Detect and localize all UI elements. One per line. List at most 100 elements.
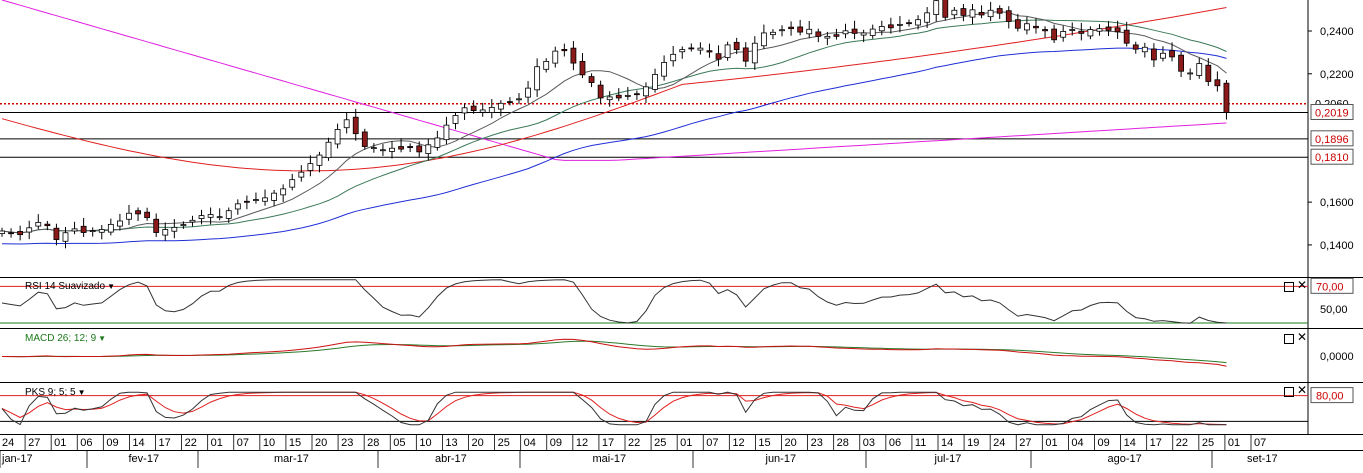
candle[interactable] (1105, 21, 1112, 37)
candle[interactable] (497, 100, 504, 117)
candle[interactable] (1096, 24, 1103, 36)
candle[interactable] (652, 68, 658, 93)
candle[interactable] (425, 139, 432, 161)
candle[interactable] (370, 143, 377, 153)
pks-close-icon[interactable]: ✕ (1297, 383, 1308, 397)
candle[interactable] (742, 42, 749, 67)
candle[interactable] (1014, 13, 1021, 32)
candle[interactable] (35, 214, 42, 230)
candle[interactable] (1087, 26, 1094, 40)
candle[interactable] (262, 189, 268, 206)
rsi-close-icon[interactable]: ✕ (1297, 278, 1308, 292)
candle[interactable] (534, 58, 541, 97)
candle[interactable] (488, 99, 495, 119)
candle[interactable] (44, 220, 51, 231)
candle[interactable] (597, 80, 604, 104)
candle[interactable] (1060, 25, 1067, 42)
candle[interactable] (1042, 26, 1048, 38)
candle[interactable] (253, 192, 259, 204)
candle[interactable] (189, 215, 196, 227)
candle[interactable] (389, 141, 395, 159)
candle[interactable] (933, 0, 940, 22)
candle[interactable] (733, 37, 740, 55)
candle[interactable] (507, 97, 513, 106)
candle[interactable] (969, 4, 976, 25)
candle[interactable] (443, 116, 450, 145)
candle[interactable] (561, 43, 568, 57)
candle[interactable] (117, 213, 123, 231)
candle[interactable] (661, 55, 668, 81)
candle[interactable] (434, 130, 441, 151)
candle[interactable] (924, 7, 931, 29)
candle[interactable] (951, 7, 958, 20)
candle[interactable] (996, 5, 1003, 20)
candle[interactable] (697, 42, 704, 55)
pks-dropdown-icon[interactable]: ▼ (77, 388, 86, 397)
candle[interactable] (860, 29, 867, 43)
candle[interactable] (1214, 71, 1221, 92)
candle[interactable] (71, 221, 78, 235)
candle[interactable] (1187, 68, 1194, 80)
candle[interactable] (452, 112, 459, 130)
candle[interactable] (162, 222, 169, 241)
candle[interactable] (615, 88, 622, 102)
candle[interactable] (1069, 22, 1076, 36)
candle[interactable] (53, 223, 60, 246)
candle[interactable] (207, 207, 214, 225)
candle[interactable] (679, 46, 686, 59)
candle[interactable] (479, 102, 486, 117)
candle[interactable] (17, 225, 24, 241)
candle[interactable] (1160, 46, 1166, 62)
candle[interactable] (271, 189, 278, 207)
candle[interactable] (80, 217, 87, 238)
macd-dropdown-icon[interactable]: ▼ (98, 334, 107, 343)
candle[interactable] (706, 43, 713, 58)
candle[interactable] (26, 220, 33, 240)
candle[interactable] (915, 15, 921, 30)
candle[interactable] (525, 81, 531, 103)
candle[interactable] (216, 208, 223, 221)
rsi-indicator-label[interactable]: RSI 14 Suavizado ▼ (25, 281, 115, 292)
candle[interactable] (89, 227, 96, 237)
candle[interactable] (833, 28, 840, 40)
candle[interactable] (1123, 21, 1130, 47)
candle[interactable] (570, 41, 577, 71)
candle[interactable] (234, 199, 241, 215)
candle[interactable] (688, 43, 695, 52)
candle[interactable] (243, 195, 250, 210)
macd-indicator-label[interactable]: MACD 26; 12; 9 ▼ (25, 333, 106, 344)
candle[interactable] (815, 28, 822, 43)
candle[interactable] (1078, 22, 1085, 41)
candle[interactable] (797, 19, 804, 36)
candle[interactable] (325, 137, 332, 161)
candle[interactable] (461, 103, 468, 120)
candle[interactable] (543, 58, 550, 73)
macd-close-icon[interactable]: ✕ (1297, 330, 1308, 344)
pks-indicator-label[interactable]: PKS 9; 5; 5 ▼ (25, 387, 86, 398)
candle[interactable] (670, 45, 677, 67)
candle[interactable] (1141, 42, 1148, 58)
candle[interactable] (180, 221, 187, 229)
candle[interactable] (806, 20, 813, 39)
candle[interactable] (715, 45, 722, 67)
candle[interactable] (171, 219, 178, 239)
candle[interactable] (198, 209, 205, 225)
candle[interactable] (906, 19, 912, 27)
candle[interactable] (1114, 20, 1121, 39)
candle[interactable] (1223, 79, 1230, 120)
candle[interactable] (298, 165, 305, 182)
candle[interactable] (1178, 51, 1184, 78)
candle[interactable] (316, 151, 323, 173)
candle[interactable] (1150, 43, 1157, 67)
candle[interactable] (1033, 17, 1039, 34)
macd-maximize-icon[interactable] (1284, 334, 1294, 344)
candle[interactable] (624, 87, 631, 100)
candle[interactable] (516, 93, 522, 105)
candle[interactable] (144, 207, 151, 221)
candle[interactable] (1169, 42, 1175, 62)
candle[interactable] (334, 123, 341, 149)
candle[interactable] (770, 29, 776, 40)
candle[interactable] (398, 138, 404, 153)
candle[interactable] (1205, 58, 1212, 86)
